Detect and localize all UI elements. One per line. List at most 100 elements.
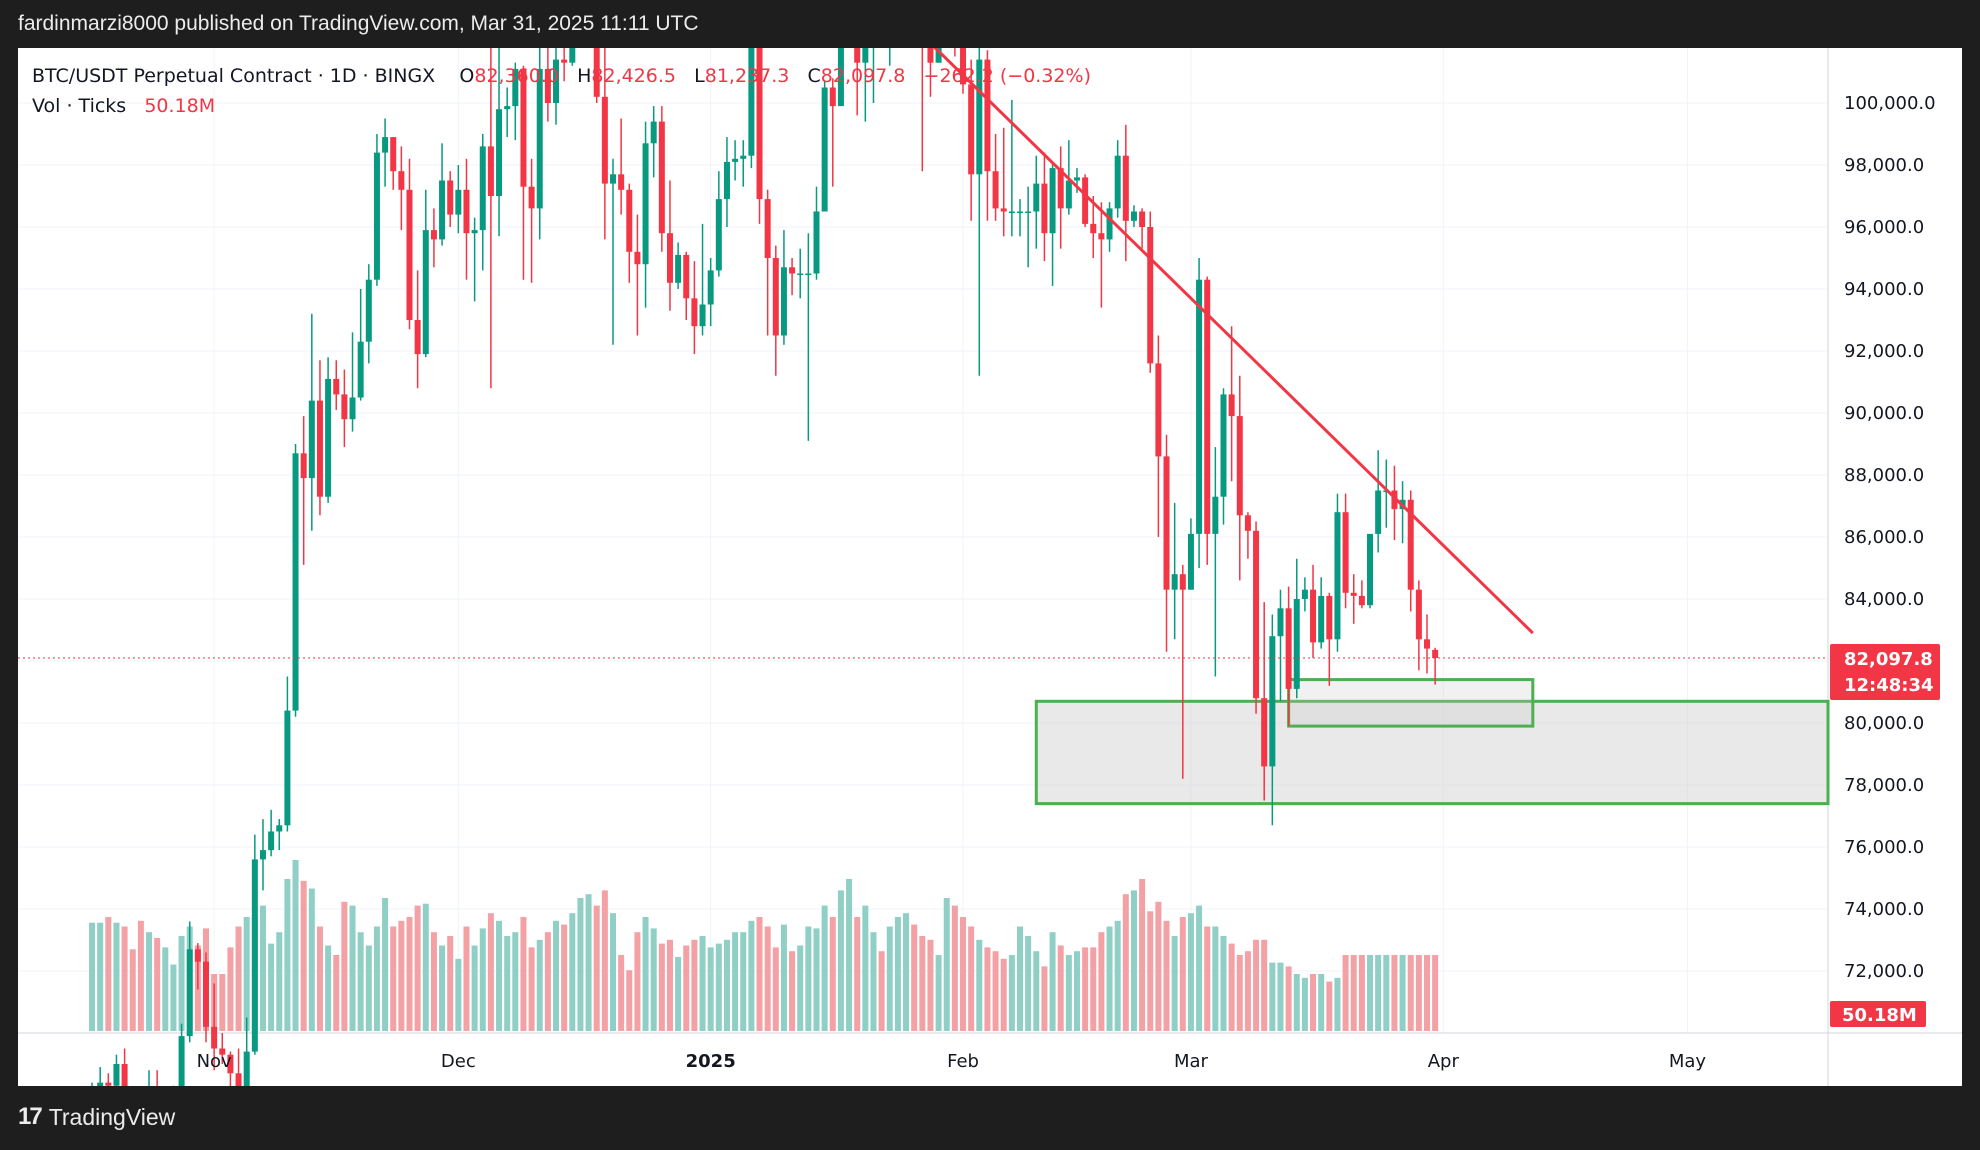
candle-body[interactable]: [194, 949, 201, 962]
candle-body[interactable]: [984, 59, 991, 172]
candle-body[interactable]: [1342, 512, 1349, 593]
candle-body[interactable]: [675, 254, 682, 283]
candle-body[interactable]: [1424, 639, 1430, 649]
tradingview-brand[interactable]: TradingView: [48, 1103, 176, 1130]
candle-body[interactable]: [1106, 208, 1113, 240]
candle-body[interactable]: [1049, 168, 1056, 234]
candle-body[interactable]: [1391, 490, 1398, 510]
support-zone-large[interactable]: [1034, 699, 1830, 806]
candle-body[interactable]: [1432, 649, 1439, 658]
candle-body[interactable]: [447, 180, 454, 215]
candle-body[interactable]: [325, 378, 332, 497]
candle-body[interactable]: [520, 68, 527, 187]
candle-body[interactable]: [1090, 223, 1097, 234]
candle-body[interactable]: [105, 1082, 112, 1086]
candle-body[interactable]: [1139, 211, 1146, 228]
candle-body[interactable]: [1098, 233, 1105, 240]
candle-body[interactable]: [455, 189, 462, 215]
candle-body[interactable]: [504, 106, 511, 110]
candle-body[interactable]: [561, 59, 568, 63]
candle-body[interactable]: [1033, 183, 1040, 212]
candle-body[interactable]: [748, 48, 755, 156]
candle-body[interactable]: [1065, 180, 1072, 209]
candle-body[interactable]: [1318, 595, 1325, 643]
candle-body[interactable]: [284, 710, 291, 826]
candle-body[interactable]: [610, 174, 616, 184]
candle-body[interactable]: [1228, 394, 1235, 417]
candle-body[interactable]: [406, 189, 413, 320]
candle-body[interactable]: [1269, 636, 1276, 767]
candle-body[interactable]: [1236, 416, 1243, 516]
candle-body[interactable]: [634, 251, 641, 265]
candle-body[interactable]: [626, 189, 633, 252]
candle-body[interactable]: [528, 186, 535, 209]
candle-body[interactable]: [121, 1064, 128, 1086]
candle-body[interactable]: [1375, 490, 1382, 534]
candle-body[interactable]: [113, 1064, 120, 1086]
candle-body[interactable]: [601, 96, 608, 184]
candle-body[interactable]: [1358, 595, 1365, 606]
candle-body[interactable]: [235, 1073, 242, 1086]
candle-body[interactable]: [553, 59, 560, 103]
candle-body[interactable]: [1025, 211, 1032, 214]
candle-body[interactable]: [1017, 211, 1023, 214]
candle-body[interactable]: [642, 143, 649, 265]
candle-body[interactable]: [723, 161, 730, 200]
candle-body[interactable]: [1082, 177, 1089, 224]
candle-body[interactable]: [544, 68, 551, 103]
candle-body[interactable]: [683, 254, 690, 299]
candle-body[interactable]: [211, 1026, 218, 1049]
candle-body[interactable]: [1310, 589, 1317, 643]
candle-body[interactable]: [373, 152, 380, 280]
candlestick-chart[interactable]: 76,000.0 78,000.0 80,000.0 84,000.0 86,000.0…: [18, 48, 1962, 1086]
candle-body[interactable]: [1277, 608, 1284, 637]
candle-body[interactable]: [1122, 155, 1129, 221]
candle-body[interactable]: [772, 258, 779, 336]
candle-body[interactable]: [1155, 363, 1162, 457]
candle-body[interactable]: [1171, 574, 1178, 590]
candle-body[interactable]: [398, 171, 405, 190]
candle-body[interactable]: [1261, 698, 1268, 767]
candle-body[interactable]: [1407, 499, 1414, 590]
candle-body[interactable]: [243, 1051, 250, 1086]
candle-body[interactable]: [593, 48, 600, 97]
candle-body[interactable]: [414, 320, 421, 355]
candle-body[interactable]: [1301, 589, 1308, 599]
candle-body[interactable]: [1114, 155, 1121, 209]
candle-body[interactable]: [1244, 515, 1251, 531]
candle-body[interactable]: [268, 831, 275, 851]
candle-body[interactable]: [707, 270, 714, 305]
candle-body[interactable]: [1204, 279, 1211, 534]
candle-body[interactable]: [463, 189, 470, 234]
candle-body[interactable]: [992, 171, 999, 209]
candle-body[interactable]: [1212, 496, 1219, 534]
candle-body[interactable]: [276, 825, 283, 832]
candle-body[interactable]: [618, 174, 625, 190]
candle-body[interactable]: [308, 400, 315, 479]
candle-body[interactable]: [422, 230, 429, 355]
candle-body[interactable]: [382, 137, 389, 153]
candle-body[interactable]: [512, 68, 519, 107]
candle-body[interactable]: [1073, 177, 1080, 181]
candle-body[interactable]: [259, 850, 266, 860]
candle-body[interactable]: [1334, 512, 1341, 640]
candle-body[interactable]: [821, 87, 828, 212]
candle-body[interactable]: [862, 48, 869, 63]
candle-body[interactable]: [1350, 592, 1357, 596]
candle-body[interactable]: [1057, 168, 1064, 209]
candle-body[interactable]: [178, 1036, 185, 1086]
candle-body[interactable]: [1196, 279, 1203, 534]
candle-body[interactable]: [349, 397, 356, 420]
candle-body[interactable]: [976, 59, 983, 175]
candle-body[interactable]: [732, 158, 739, 162]
candle-body[interactable]: [357, 341, 364, 398]
candle-body[interactable]: [430, 230, 437, 240]
trendline[interactable]: [906, 48, 1534, 635]
candle-body[interactable]: [569, 48, 576, 63]
candle-body[interactable]: [740, 155, 747, 159]
candle-body[interactable]: [1163, 456, 1170, 590]
candle-body[interactable]: [813, 211, 820, 274]
legend-symbol[interactable]: BTC/USDT Perpetual Contract · 1D · BINGX: [32, 65, 436, 87]
candle-body[interactable]: [764, 199, 771, 258]
candle-body[interactable]: [471, 230, 478, 234]
